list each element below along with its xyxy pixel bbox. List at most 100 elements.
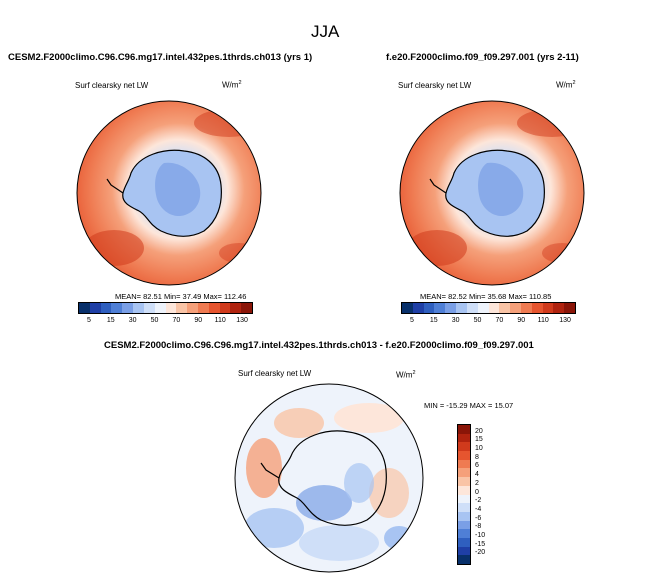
- colorbar-tick-label: 90: [194, 317, 203, 324]
- colorbar-tick-label: 50: [150, 317, 159, 324]
- colorbar-tick-label: 2: [475, 479, 479, 487]
- colorbar-swatch: [241, 303, 252, 313]
- colorbar-tick-label: 5: [86, 317, 91, 324]
- colorbar-swatch: [143, 303, 155, 313]
- colorbar-swatch: [458, 442, 470, 452]
- panel-1-case-title: CESM2.F2000climo.C96.C96.mg17.intel.432p…: [8, 52, 313, 63]
- colorbar-tick-label: 90: [517, 317, 526, 324]
- colorbar-tick-label: 0: [475, 488, 479, 496]
- colorbar-swatch: [458, 546, 470, 556]
- panel-1-colorbar: [78, 302, 253, 314]
- diff-stats: MIN = -15.29 MAX = 15.07: [424, 401, 514, 410]
- colorbar-swatch: [402, 303, 413, 313]
- panel-2-units: W/m2: [556, 80, 576, 90]
- diff-units: W/m2: [396, 370, 416, 380]
- colorbar-swatch: [79, 303, 90, 313]
- panel-1-colorbar-labels: 5 15 30 50 70 90 110 130: [78, 317, 253, 327]
- colorbar-swatch: [423, 303, 435, 313]
- panel-1-stats: MEAN= 82.51 Min= 37.49 Max= 112.46: [115, 292, 247, 301]
- colorbar-tick-label: 10: [475, 445, 483, 453]
- panel-2-stats: MEAN= 82.52 Min= 35.68 Max= 110.85: [420, 292, 552, 301]
- diff-colorbar: [457, 424, 471, 565]
- colorbar-swatch: [488, 303, 500, 313]
- colorbar-swatch: [458, 459, 470, 469]
- colorbar-swatch: [458, 511, 470, 521]
- colorbar-swatch: [197, 303, 209, 313]
- colorbar-tick-label: -20: [475, 549, 486, 557]
- colorbar-swatch: [477, 303, 489, 313]
- colorbar-tick-label: 70: [172, 317, 181, 324]
- colorbar-swatch: [89, 303, 101, 313]
- colorbar-swatch: [187, 303, 198, 313]
- colorbar-swatch: [520, 303, 532, 313]
- colorbar-swatch: [208, 303, 220, 313]
- colorbar-tick-label: 30: [128, 317, 137, 324]
- colorbar-swatch: [458, 529, 470, 538]
- colorbar-tick-label: 15: [106, 317, 115, 324]
- colorbar-swatch: [458, 503, 470, 512]
- colorbar-swatch: [564, 303, 575, 313]
- figure-title: JJA: [311, 22, 340, 41]
- colorbar-swatch: [456, 303, 467, 313]
- panel-1-units: W/m2: [222, 80, 242, 90]
- colorbar-swatch: [230, 303, 242, 313]
- colorbar-tick-label: 70: [495, 317, 504, 324]
- colorbar-swatch: [458, 451, 470, 460]
- colorbar-tick-label: -4: [475, 505, 482, 513]
- colorbar-tick-label: -8: [475, 523, 482, 531]
- colorbar-swatch: [499, 303, 511, 313]
- colorbar-swatch: [100, 303, 112, 313]
- panel-1-variable: Surf clearsky net LW: [75, 81, 149, 90]
- colorbar-swatch: [458, 537, 470, 547]
- colorbar-tick-label: 6: [475, 462, 479, 470]
- colorbar-tick-label: -15: [475, 540, 486, 548]
- colorbar-tick-label: 130: [236, 317, 248, 324]
- colorbar-tick-label: 15: [475, 436, 483, 444]
- colorbar-swatch: [165, 303, 177, 313]
- colorbar-swatch: [553, 303, 565, 313]
- colorbar-swatch: [531, 303, 543, 313]
- panel-2-colorbar: [401, 302, 576, 314]
- colorbar-tick-label: -2: [475, 497, 482, 505]
- colorbar-swatch: [219, 303, 231, 313]
- panel-2-variable: Surf clearsky net LW: [398, 81, 472, 90]
- colorbar-swatch: [458, 468, 470, 478]
- colorbar-swatch: [458, 477, 470, 486]
- colorbar-swatch: [458, 433, 470, 443]
- colorbar-tick-label: 50: [473, 317, 482, 324]
- colorbar-swatch: [458, 494, 470, 504]
- colorbar-swatch: [111, 303, 123, 313]
- colorbar-tick-label: 20: [475, 427, 483, 435]
- colorbar-tick-label: -10: [475, 531, 486, 539]
- panel-2-case-title: f.e20.F2000climo.f09_f09.297.001 (yrs 2-…: [386, 52, 579, 63]
- colorbar-swatch: [122, 303, 134, 313]
- colorbar-swatch: [510, 303, 521, 313]
- colorbar-tick-label: 30: [451, 317, 460, 324]
- panel-2-colorbar-labels: 5 15 30 50 70 90 110 130: [401, 317, 576, 327]
- colorbar-swatch: [458, 520, 470, 530]
- colorbar-swatch: [466, 303, 478, 313]
- colorbar-swatch: [412, 303, 424, 313]
- colorbar-swatch: [154, 303, 166, 313]
- colorbar-tick-label: 110: [537, 317, 549, 324]
- colorbar-tick-label: 5: [409, 317, 414, 324]
- colorbar-tick-label: 130: [559, 317, 571, 324]
- colorbar-swatch: [445, 303, 457, 313]
- panel-1-map: [76, 100, 262, 286]
- colorbar-tick-label: 110: [214, 317, 226, 324]
- colorbar-swatch: [434, 303, 446, 313]
- colorbar-swatch: [458, 425, 470, 434]
- panel-2-map: [399, 100, 585, 286]
- colorbar-tick-label: 8: [475, 453, 479, 461]
- colorbar-swatch: [542, 303, 554, 313]
- colorbar-swatch: [176, 303, 188, 313]
- diff-colorbar-labels: 20 15 10 8 6 4 2 0 -2 -4 -6 -8 -10 -15 -20: [475, 424, 505, 565]
- diff-case-title: CESM2.F2000climo.C96.C96.mg17.intel.432p…: [104, 340, 534, 351]
- diff-variable: Surf clearsky net LW: [238, 369, 312, 378]
- colorbar-tick-label: 4: [475, 471, 479, 479]
- colorbar-tick-label: -6: [475, 514, 482, 522]
- colorbar-swatch: [458, 485, 470, 495]
- colorbar-swatch: [133, 303, 144, 313]
- colorbar-swatch: [458, 555, 470, 564]
- diff-map: [234, 383, 424, 573]
